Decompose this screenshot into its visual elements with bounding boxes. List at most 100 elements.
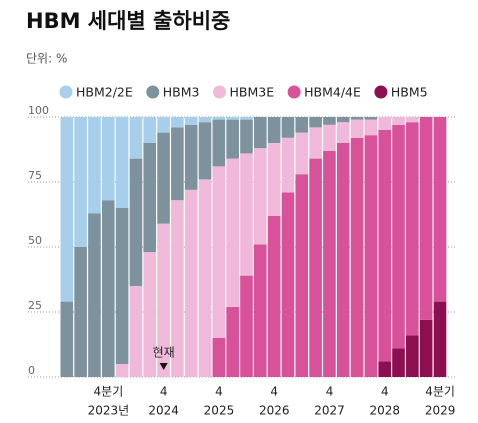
bar-segment bbox=[281, 192, 295, 377]
x-year-label: 2025 bbox=[204, 404, 235, 418]
bar-segment bbox=[267, 143, 281, 216]
bar-segment bbox=[212, 338, 226, 377]
bar-segment bbox=[157, 117, 170, 133]
bar-segment bbox=[115, 117, 129, 208]
bar-segment bbox=[323, 150, 336, 377]
bar-segment bbox=[392, 124, 405, 349]
y-tick-label: 100 bbox=[28, 104, 49, 117]
bar-segment bbox=[392, 117, 405, 125]
bar-segment bbox=[143, 143, 157, 253]
bar-segment bbox=[295, 132, 309, 175]
bar-segment bbox=[115, 364, 129, 377]
legend-swatch bbox=[374, 85, 388, 99]
bar-segment bbox=[129, 286, 143, 377]
bar-segment bbox=[60, 117, 74, 302]
x-year-label: 2024 bbox=[148, 404, 179, 418]
bar-segment bbox=[101, 117, 115, 201]
bar-segment bbox=[226, 158, 239, 307]
bar-segment bbox=[240, 275, 253, 377]
bar-segment bbox=[101, 200, 115, 377]
bar-segment bbox=[143, 117, 157, 143]
bar-segment bbox=[171, 117, 184, 128]
bar-segment bbox=[309, 127, 322, 159]
bar-segment bbox=[295, 174, 309, 377]
bar-segment bbox=[336, 122, 350, 143]
bar-segment bbox=[88, 117, 101, 214]
bar-segment bbox=[198, 179, 212, 377]
x-year-label: 2027 bbox=[314, 404, 345, 418]
bar-segment bbox=[198, 122, 212, 180]
bar-segment bbox=[254, 117, 267, 149]
legend-label: HBM3E bbox=[230, 85, 275, 100]
bar-segment bbox=[364, 119, 378, 136]
bar-segment bbox=[184, 189, 198, 377]
bar-segment bbox=[240, 117, 253, 120]
x-tick-label: 4 bbox=[381, 385, 389, 399]
y-tick-label: 25 bbox=[28, 299, 42, 312]
bar-segment bbox=[309, 117, 322, 128]
bar-segment bbox=[240, 119, 253, 154]
bar-segment bbox=[198, 117, 212, 123]
bar-segment bbox=[392, 348, 405, 377]
annotation: 현재 bbox=[153, 346, 175, 360]
bar-segment bbox=[212, 117, 226, 120]
bar-segment bbox=[226, 117, 239, 120]
x-tick-label: 4분기 bbox=[425, 385, 455, 399]
bar-segment bbox=[323, 117, 336, 125]
bar-segment bbox=[295, 117, 309, 133]
bar-segment bbox=[157, 223, 170, 377]
bar-segment bbox=[378, 130, 392, 362]
bar-segment bbox=[212, 166, 226, 338]
x-year-label: 2029 bbox=[425, 404, 456, 418]
bar-segment bbox=[364, 135, 378, 377]
bar-segment bbox=[419, 319, 433, 377]
annotation-arrow bbox=[159, 363, 168, 370]
bar-segment bbox=[212, 119, 226, 167]
x-tick-label: 4 bbox=[326, 385, 334, 399]
bar-segment bbox=[254, 148, 267, 245]
bar-segment bbox=[74, 117, 87, 247]
bar-segment bbox=[74, 247, 87, 377]
x-year-label: 2023년 bbox=[88, 404, 130, 418]
chart-title: HBM 세대별 출하비중 bbox=[26, 9, 230, 33]
bar-segment bbox=[157, 132, 170, 224]
bar-segment bbox=[171, 200, 184, 377]
legend-swatch bbox=[287, 85, 301, 99]
bar-segment bbox=[143, 252, 157, 377]
bar-segment bbox=[419, 117, 433, 320]
bar-segment bbox=[267, 215, 281, 377]
bar-segment bbox=[129, 158, 143, 286]
bar-segment bbox=[406, 122, 419, 336]
legend-swatch bbox=[146, 85, 160, 99]
legend-label: HBM3 bbox=[163, 85, 200, 100]
bar-segment bbox=[350, 119, 364, 138]
bar-segment bbox=[171, 127, 184, 201]
legend-swatch bbox=[213, 85, 226, 99]
bar-segment bbox=[129, 117, 143, 159]
bar-segment bbox=[350, 137, 364, 377]
bar-segment bbox=[115, 208, 129, 364]
bar-segment bbox=[433, 301, 447, 377]
bar-segment bbox=[281, 137, 295, 193]
legend-label: HBM4/4E bbox=[304, 85, 361, 100]
bar-segment bbox=[226, 306, 239, 377]
bar-segment bbox=[240, 153, 253, 276]
bar-segment bbox=[364, 117, 378, 120]
bar-segment bbox=[350, 117, 364, 120]
bar-segment bbox=[60, 301, 74, 377]
x-tick-label: 4분기 bbox=[94, 385, 124, 399]
bar-segment bbox=[267, 117, 281, 143]
bar-segment bbox=[406, 117, 419, 123]
bar-segment bbox=[336, 143, 350, 377]
bar-segment bbox=[406, 335, 419, 377]
x-tick-label: 4 bbox=[270, 385, 278, 399]
bar-segment bbox=[281, 117, 295, 138]
x-year-label: 2028 bbox=[370, 404, 401, 418]
y-tick-label: 75 bbox=[28, 169, 42, 182]
bar-segment bbox=[378, 361, 392, 377]
bar-segment bbox=[323, 124, 336, 151]
legend-swatch bbox=[59, 85, 73, 99]
legend-label: HBM5 bbox=[391, 85, 428, 100]
x-tick-label: 4 bbox=[160, 385, 168, 399]
